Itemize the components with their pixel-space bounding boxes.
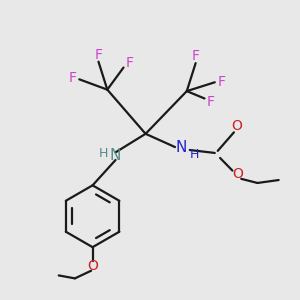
- Text: F: F: [207, 95, 215, 109]
- Text: O: O: [231, 119, 242, 134]
- Text: H: H: [190, 148, 199, 161]
- Text: F: F: [125, 56, 134, 70]
- Text: O: O: [232, 167, 243, 181]
- Text: O: O: [87, 259, 98, 273]
- Text: F: F: [69, 71, 76, 85]
- Text: F: F: [218, 75, 226, 89]
- Text: H: H: [99, 147, 109, 160]
- Text: N: N: [175, 140, 187, 155]
- Text: F: F: [94, 48, 103, 62]
- Text: F: F: [192, 50, 200, 63]
- Text: N: N: [110, 148, 121, 164]
